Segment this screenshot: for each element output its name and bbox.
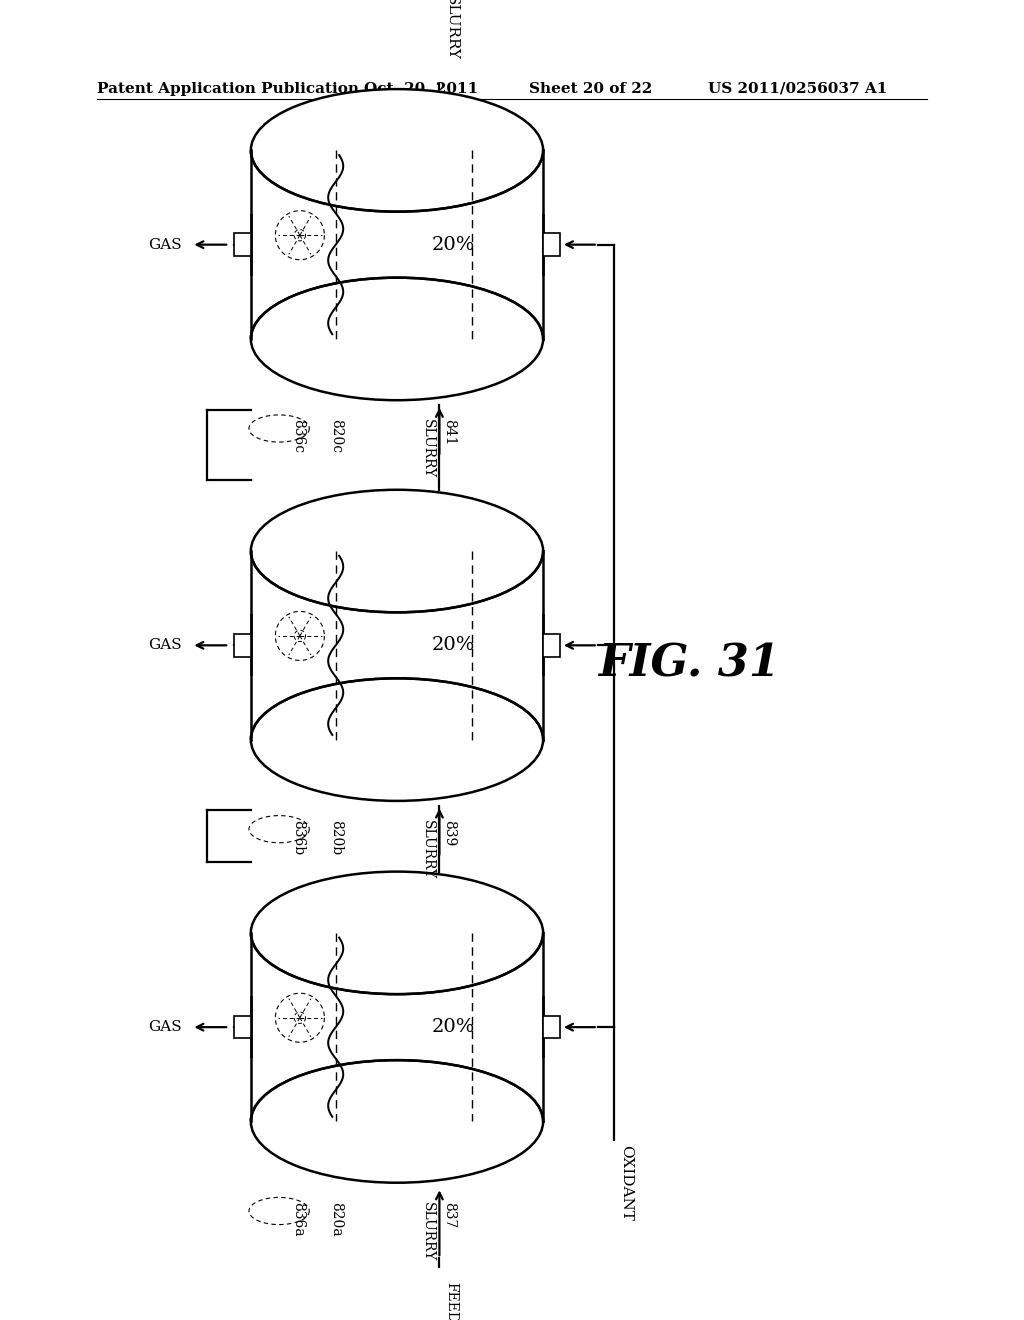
Text: 837: 837 xyxy=(441,1201,456,1228)
Text: 820b: 820b xyxy=(329,820,343,855)
Text: 836b: 836b xyxy=(291,820,305,855)
Bar xyxy=(233,234,251,256)
Text: 839: 839 xyxy=(441,820,456,846)
Text: GAS: GAS xyxy=(148,639,182,652)
Text: FEED: FEED xyxy=(444,1282,458,1320)
Text: 820c: 820c xyxy=(329,418,343,453)
Bar xyxy=(233,634,251,656)
Text: 841: 841 xyxy=(441,418,456,446)
Text: Oct. 20, 2011: Oct. 20, 2011 xyxy=(364,82,478,95)
Text: 20%: 20% xyxy=(432,636,475,655)
Text: FIG. 31: FIG. 31 xyxy=(598,643,780,685)
Ellipse shape xyxy=(251,490,543,612)
Text: SLURRY: SLURRY xyxy=(421,820,435,879)
Bar xyxy=(543,634,560,656)
Text: SLURRY: SLURRY xyxy=(421,1201,435,1261)
Bar xyxy=(249,676,545,739)
Ellipse shape xyxy=(251,277,543,400)
Bar xyxy=(249,1059,545,1122)
Text: 20%: 20% xyxy=(432,1018,475,1036)
Bar xyxy=(251,933,543,1122)
Text: Patent Application Publication: Patent Application Publication xyxy=(97,82,359,95)
Text: 820a: 820a xyxy=(329,1201,343,1237)
Bar xyxy=(233,1016,251,1039)
Text: OXIDANT: OXIDANT xyxy=(620,1144,634,1221)
Bar xyxy=(251,550,543,739)
Text: SLURRY: SLURRY xyxy=(445,0,459,59)
Ellipse shape xyxy=(251,871,543,994)
Ellipse shape xyxy=(251,1060,543,1183)
Bar xyxy=(543,1016,560,1039)
Bar xyxy=(249,933,545,997)
Bar xyxy=(249,150,545,214)
Text: US 2011/0256037 A1: US 2011/0256037 A1 xyxy=(709,82,888,95)
Ellipse shape xyxy=(251,678,543,801)
Bar xyxy=(249,276,545,339)
Bar xyxy=(251,150,543,339)
Text: 836c: 836c xyxy=(291,418,305,453)
Ellipse shape xyxy=(251,88,543,211)
Text: 20%: 20% xyxy=(432,236,475,253)
Bar xyxy=(249,550,545,614)
Text: SLURRY: SLURRY xyxy=(421,418,435,478)
Text: 836a: 836a xyxy=(291,1201,305,1237)
Bar xyxy=(543,234,560,256)
Text: Sheet 20 of 22: Sheet 20 of 22 xyxy=(529,82,652,95)
Text: GAS: GAS xyxy=(148,1020,182,1034)
Text: GAS: GAS xyxy=(148,238,182,252)
